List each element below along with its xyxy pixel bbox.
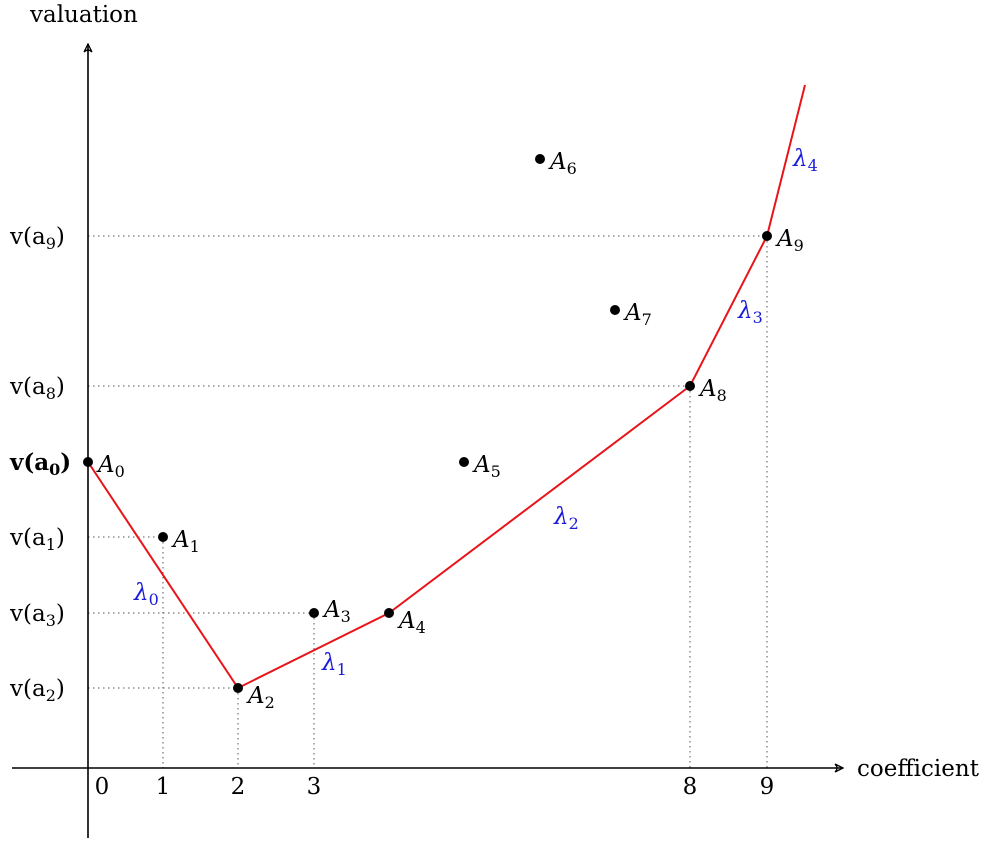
x-tick-2: 2 [231,774,246,800]
axes [12,44,843,838]
point-a6 [535,154,545,164]
y-tick-a0: v(a0) [9,449,71,479]
label-a2: A2 [246,683,275,712]
point-a5 [459,457,469,467]
slope-label-4: λ4 [792,146,818,175]
y-tick-labels: v(a9) v(a8) v(a0) v(a1) v(a3) v(a2) [9,224,71,705]
slope-label-3: λ3 [737,298,763,327]
y-tick-a9: v(a9) [9,224,65,253]
guide-lines [88,235,768,768]
y-tick-a1: v(a1) [9,525,65,554]
y-tick-a3: v(a3) [9,601,65,630]
x-tick-1: 1 [156,774,171,800]
point-a4 [384,608,394,618]
label-a4: A4 [397,608,426,637]
point-a2 [233,683,243,693]
slope-label-2: λ2 [553,504,579,533]
point-labels: A0 A1 A2 A3 A4 A5 A6 A7 A8 A9 [96,149,804,712]
label-a5: A5 [472,452,501,481]
x-tick-3: 3 [307,774,322,800]
y-tick-a2: v(a2) [9,676,65,705]
label-a0: A0 [96,452,125,481]
slope-label-1: λ1 [321,650,347,679]
label-a3: A3 [322,597,351,626]
label-a8: A8 [698,376,727,405]
x-tick-labels: 0 1 2 3 8 9 [95,774,775,800]
x-axis-title: coefficient [857,756,980,782]
x-tick-0: 0 [95,774,110,800]
x-tick-9: 9 [760,774,775,800]
label-a9: A9 [775,226,804,255]
label-a6: A6 [548,149,577,178]
y-tick-a8: v(a8) [9,374,65,403]
newton-polygon [87,84,806,690]
point-a3 [309,608,319,618]
x-tick-8: 8 [683,774,698,800]
points [83,154,772,693]
label-a1: A1 [171,527,200,556]
point-a1 [158,532,168,542]
point-a9 [762,231,772,241]
label-a7: A7 [623,300,652,329]
point-a0 [83,457,93,467]
slope-label-0: λ0 [133,580,159,609]
slope-labels: λ0 λ1 λ2 λ3 λ4 [133,146,818,679]
point-a8 [685,381,695,391]
y-axis-title: valuation [29,2,138,28]
point-a7 [610,305,620,315]
